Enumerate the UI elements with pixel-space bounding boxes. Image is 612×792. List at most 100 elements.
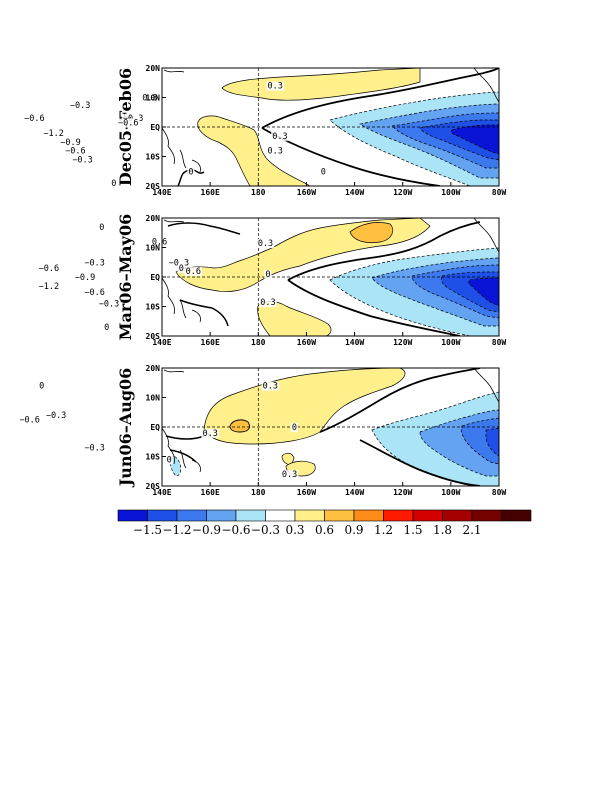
lat-tick-label: EQ <box>150 423 160 432</box>
contour-label-bg <box>83 287 106 297</box>
colorbar-label: −0.3 <box>251 523 280 537</box>
colorbar-label: 0.6 <box>315 523 334 537</box>
contour-label: 0 <box>111 179 116 189</box>
contour-label: 0 <box>265 270 270 280</box>
zero-contour <box>261 68 499 129</box>
zero-contour <box>261 127 441 186</box>
lat-tick-label: 10N <box>146 94 161 103</box>
colorbar-label: −0.9 <box>192 523 221 537</box>
contour-label-bg <box>167 258 191 268</box>
lon-tick-label: 120W <box>393 188 412 197</box>
zero-contour <box>319 368 481 433</box>
zero-contour <box>287 279 461 336</box>
coastline <box>162 219 201 323</box>
contour-label: 0.3 <box>202 429 217 439</box>
contour-label: 0.6 <box>152 238 167 248</box>
coastline <box>473 368 499 403</box>
colorbar-swatch <box>294 509 325 522</box>
contour-label: 0 <box>99 223 104 233</box>
colorbar-swatch <box>176 509 207 522</box>
coastline <box>473 218 499 253</box>
lat-tick-label: EQ <box>150 273 160 282</box>
contour-label: 0 <box>39 382 44 392</box>
lat-tick-label: 20S <box>146 182 161 191</box>
lat-tick-label: 20N <box>146 214 161 223</box>
lat-tick-label: 10S <box>146 303 161 312</box>
contour-label-bg <box>261 381 280 391</box>
panel-title: Jun06–Aug06 <box>116 368 135 489</box>
lon-tick-label: 160E <box>201 488 220 497</box>
contour-label-bg <box>63 146 87 156</box>
contour-label-bg <box>71 155 94 165</box>
contour-label-bg <box>256 239 275 249</box>
contour-label: 0.3 <box>267 82 282 92</box>
contour-label: −0.3 <box>46 411 66 421</box>
colorbar: −1.5 −1.2 −0.9 −0.6 −0.3 0.3 0.6 0.9 1.2 1.5 1.8 2.… <box>117 509 532 537</box>
contour-label-bg <box>264 270 272 280</box>
colorbar-label: 1.5 <box>403 523 422 537</box>
colorbar-label: 1.2 <box>374 523 393 537</box>
contour-label-bg <box>259 298 277 308</box>
contour-label-bg <box>38 381 46 391</box>
colorbar-swatch <box>265 509 296 522</box>
contour-label-bg <box>266 146 284 156</box>
contour-label-bg <box>110 179 118 189</box>
contour-label-bg <box>42 128 66 138</box>
colorbar-swatch <box>471 509 502 522</box>
contour-label-bg <box>141 93 159 103</box>
colorbar-swatch <box>501 509 532 522</box>
lat-tick-label: 10N <box>146 244 161 253</box>
contour-label: −0.9 <box>75 273 95 283</box>
coastline <box>162 69 201 173</box>
lon-tick-label: 100W <box>441 188 460 197</box>
warm-anomaly-region <box>203 368 406 445</box>
lon-tick-label: 180 <box>251 338 266 347</box>
colorbar-swatch <box>324 509 355 522</box>
colorbar-label: −0.6 <box>221 523 250 537</box>
colorbar-swatch <box>117 509 148 522</box>
contour-label-bg <box>280 470 299 480</box>
lon-tick-label: 140E <box>152 338 171 347</box>
lon-tick-label: 160E <box>201 338 220 347</box>
warm-anomaly-region <box>281 452 295 465</box>
lon-tick-label: 100W <box>441 488 460 497</box>
lon-tick-label: 140W <box>345 338 364 347</box>
colorbar-label: −1.5 <box>133 523 162 537</box>
contour-label-bg <box>23 114 46 124</box>
warm-anomaly-region <box>197 115 311 186</box>
contour-label: −1.2 <box>39 282 59 292</box>
lon-tick-label: 160W <box>297 338 316 347</box>
contour-label-bg <box>165 455 173 465</box>
contour-label: 0.6 <box>186 267 201 277</box>
lon-tick-label: 160E <box>201 188 220 197</box>
contour-label-bg <box>266 81 284 91</box>
contour-label: 0.3 <box>272 132 287 142</box>
contour-label: −0.3 <box>99 300 119 310</box>
contour-label-bg <box>103 323 111 333</box>
colorbar-label: 0.9 <box>344 523 363 537</box>
colorbar-label: 1.8 <box>433 523 452 537</box>
colorbar-swatch <box>353 509 384 522</box>
contour-label: 0 <box>179 264 184 274</box>
contour-label-bg <box>290 423 298 432</box>
contour-label-bg <box>73 273 97 282</box>
panel-mar06-may06: Mar06–May06 0.30.60.60.3−0.30−0.3−0.9−0.… <box>37 214 506 347</box>
contour-label-bg <box>116 118 140 128</box>
lat-tick-label: 10S <box>146 153 161 162</box>
colorbar-label: 2.1 <box>462 523 481 537</box>
lon-tick-label: 180 <box>251 488 266 497</box>
contour-label: −0.6 <box>84 288 104 298</box>
zero-contour <box>167 222 241 235</box>
contour-label-bg <box>18 415 42 425</box>
lat-tick-label: 20N <box>146 64 161 73</box>
lon-tick-label: 140W <box>345 488 364 497</box>
contour-label: −0.3 <box>84 444 104 454</box>
lat-tick-label: 20S <box>146 482 161 491</box>
lon-tick-label: 140E <box>152 188 171 197</box>
contour-label-bg <box>98 222 106 232</box>
panel-jun06-aug06: Jun06–Aug06 0.3 0.3 0.3 0 0 0 −0.3 −0.6 −0.3 140… <box>18 364 506 497</box>
contour-label: −0.3 <box>72 155 92 165</box>
contour-label: −1.2 <box>43 129 63 139</box>
contour-label: 0.3 <box>263 382 278 392</box>
contour-label: −0.6 <box>19 416 39 426</box>
